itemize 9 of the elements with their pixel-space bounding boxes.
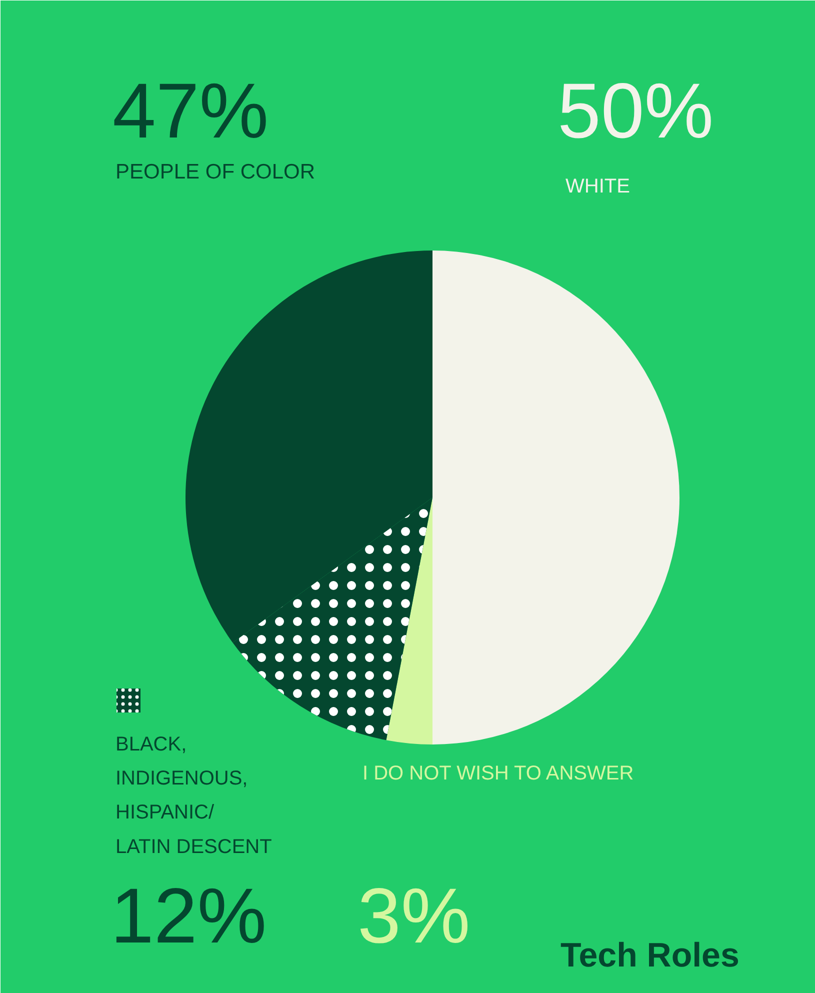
slice-label: I DO NOT WISH TO ANSWER [362,762,634,784]
text: Tech Roles [560,936,740,974]
slice-label: WHITE [566,176,630,198]
data-label: 50% [558,66,714,154]
text: PEOPLE OF COLOR [116,160,316,184]
legend-label: BLACK, INDIGENOUS, HISPANIC/ LATIN DESCENT [116,734,272,858]
data-label: 12% [110,872,267,960]
text: 47% [112,66,269,154]
data-label: 3% [358,872,470,960]
